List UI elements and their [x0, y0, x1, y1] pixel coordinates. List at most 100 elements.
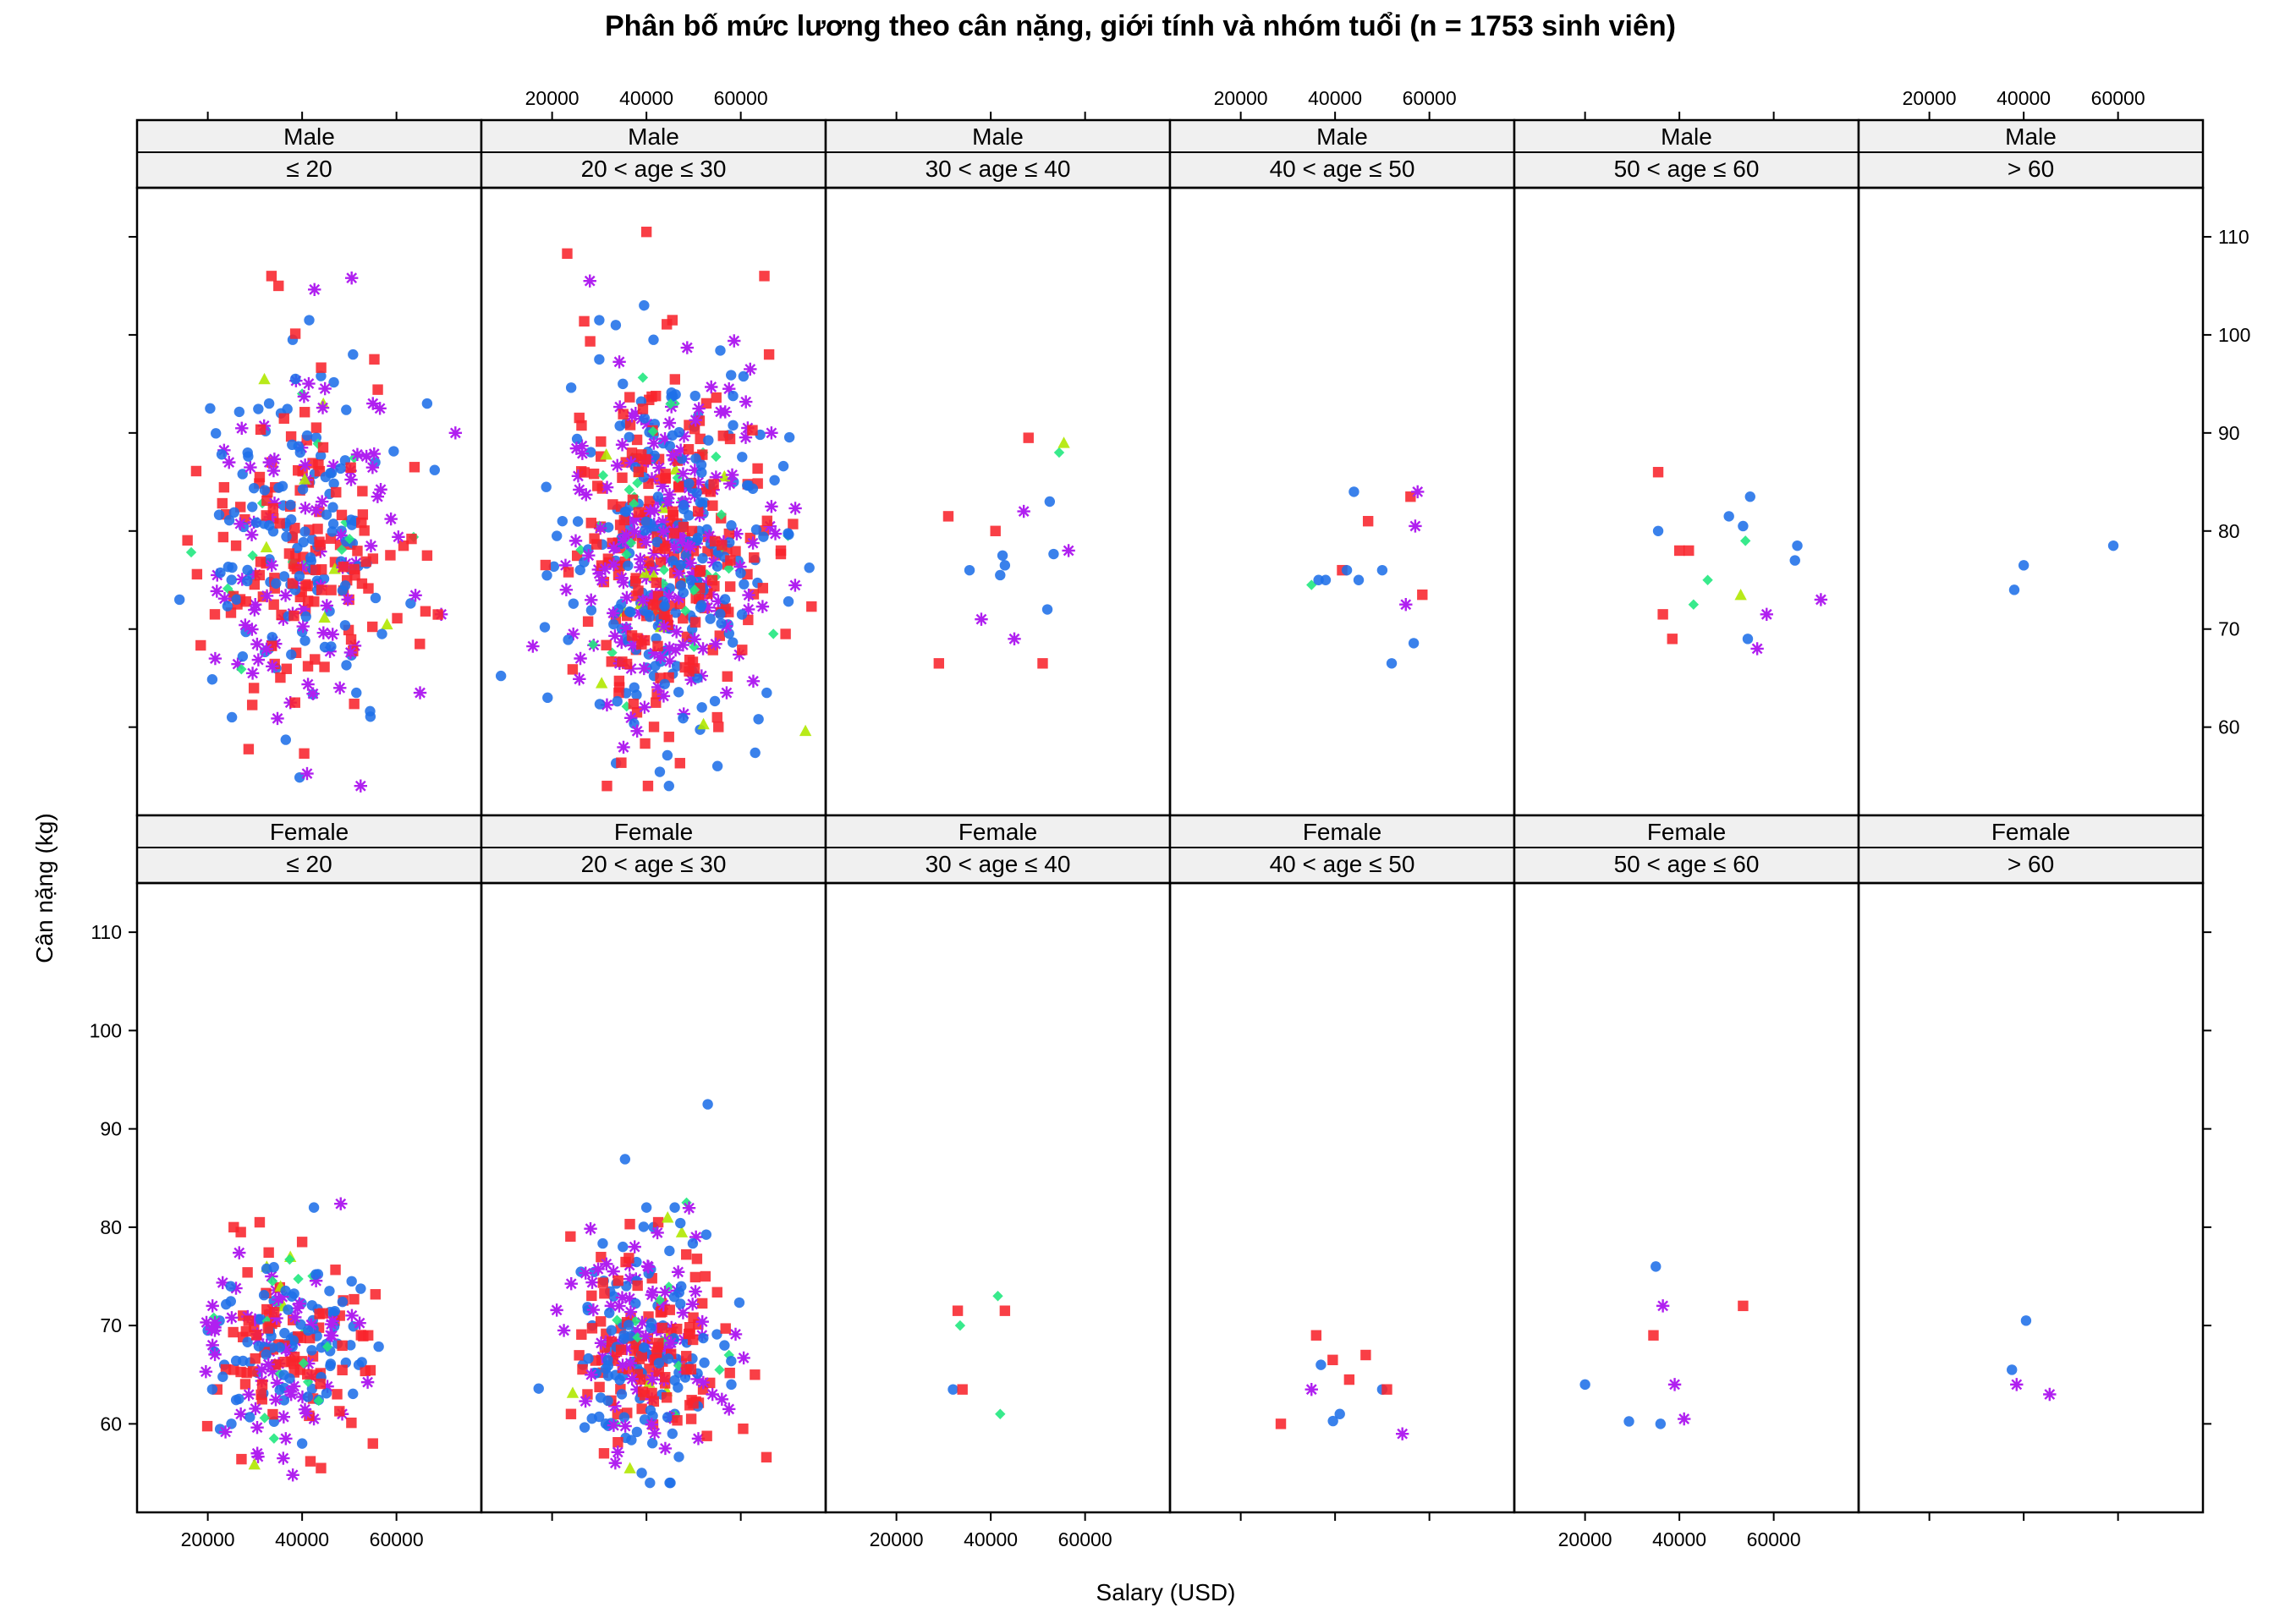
data-point: [327, 459, 340, 473]
data-point: [557, 1324, 571, 1337]
data-point: [1739, 535, 1751, 546]
data-point: [279, 1327, 290, 1339]
data-point: [304, 315, 315, 326]
data-point: [615, 1344, 627, 1355]
data-point: [648, 334, 659, 345]
data-point: [738, 1423, 749, 1435]
data-point: [208, 1320, 222, 1335]
data-point: [337, 1364, 348, 1375]
data-point: [409, 462, 420, 473]
y-tick-label: 90: [100, 1118, 122, 1140]
data-point: [714, 630, 725, 641]
data-point: [253, 1341, 265, 1352]
data-point: [952, 1305, 964, 1316]
data-point: [338, 562, 349, 573]
data-point: [730, 527, 744, 540]
data-point: [722, 381, 736, 396]
data-point: [1648, 1330, 1659, 1341]
data-point: [208, 651, 222, 666]
data-point: [1688, 599, 1700, 610]
data-point: [607, 1265, 620, 1278]
data-point: [579, 557, 590, 568]
data-point: [757, 583, 769, 594]
data-point: [2043, 1387, 2057, 1402]
data-point: [594, 354, 605, 365]
panel-female-6: Female > 60: [1857, 814, 2211, 1521]
data-point: [633, 507, 645, 518]
data-point: [629, 407, 643, 420]
data-point: [215, 567, 226, 579]
x-tick-label: 20000: [870, 1528, 924, 1550]
data-point: [1723, 511, 1734, 522]
data-point: [722, 477, 737, 491]
strip-age-label: 30 < age ≤ 40: [926, 156, 1071, 182]
data-point: [684, 478, 695, 489]
data-point: [354, 779, 367, 793]
data-point: [370, 592, 382, 604]
data-point: [261, 1349, 272, 1360]
data-point: [728, 1327, 743, 1341]
strip-age-label: > 60: [2008, 851, 2054, 877]
data-point: [678, 587, 689, 598]
data-point: [226, 711, 238, 723]
data-point: [1678, 1412, 1691, 1426]
data-point: [1702, 574, 1713, 585]
data-point: [1684, 545, 1695, 557]
data-point: [703, 435, 714, 446]
data-point: [615, 635, 629, 650]
data-point: [617, 740, 630, 754]
data-point: [681, 1248, 692, 1260]
data-point: [640, 453, 651, 465]
data-point: [242, 564, 253, 576]
data-point: [673, 1451, 684, 1462]
data-point: [750, 747, 761, 759]
data-point: [305, 552, 316, 563]
data-point: [294, 771, 305, 783]
data-point: [632, 477, 643, 489]
data-point: [635, 1315, 649, 1330]
data-point: [711, 1329, 722, 1340]
data-point: [738, 370, 750, 382]
data-point: [637, 403, 649, 414]
data-point: [565, 1408, 577, 1419]
data-point: [964, 564, 975, 576]
data-point: [654, 650, 667, 664]
data-point: [348, 1388, 359, 1400]
data-point: [343, 533, 355, 545]
data-point: [631, 1426, 643, 1438]
data-point: [273, 280, 284, 292]
x-tick-label: 60000: [714, 87, 768, 109]
data-point: [345, 634, 357, 645]
data-point: [278, 571, 290, 582]
panel-male-6: Male > 60 20000 40000 60000 60 70 80 90 100 110: [1857, 87, 2250, 817]
data-point: [613, 687, 624, 699]
data-point: [2020, 1315, 2032, 1326]
data-point: [632, 606, 646, 620]
data-point: [728, 420, 739, 431]
x-tick-label: 20000: [1558, 1528, 1612, 1550]
data-point: [1411, 485, 1425, 499]
panel-frame: [1857, 186, 2205, 817]
data-point: [612, 1436, 623, 1448]
data-point: [624, 456, 638, 469]
data-point: [273, 482, 284, 493]
data-point: [285, 499, 296, 511]
data-point: [662, 749, 673, 761]
data-point: [353, 1316, 366, 1330]
data-point: [768, 527, 783, 540]
data-point: [563, 634, 574, 645]
panel-points: [2008, 540, 2119, 595]
data-point: [594, 1381, 605, 1393]
data-point: [685, 574, 697, 586]
data-point: [696, 1375, 711, 1390]
data-point: [1744, 491, 1755, 502]
data-point: [630, 724, 644, 738]
data-point: [746, 536, 760, 550]
data-point: [672, 566, 686, 580]
strip-age-label: > 60: [2008, 156, 2054, 182]
data-point: [689, 390, 700, 402]
data-point: [608, 629, 622, 643]
data-point: [664, 1336, 678, 1350]
data-point: [280, 734, 291, 745]
